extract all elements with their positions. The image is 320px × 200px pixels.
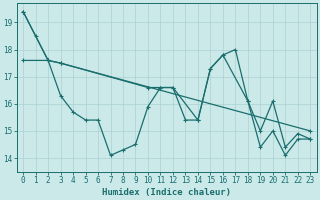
X-axis label: Humidex (Indice chaleur): Humidex (Indice chaleur) [102,188,231,197]
